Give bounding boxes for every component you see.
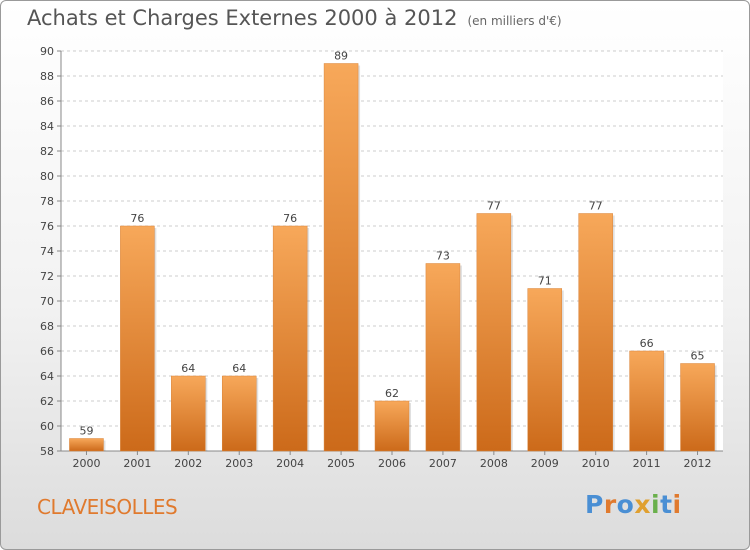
y-tick-label: 90 <box>40 45 54 58</box>
logo-letter: o <box>616 490 635 519</box>
logo-letter: i <box>672 490 682 519</box>
chart-title: Achats et Charges Externes 2000 à 2012 (e… <box>27 6 562 30</box>
y-tick-label: 58 <box>40 445 54 458</box>
x-tick-label: 2011 <box>633 457 661 470</box>
y-tick-label: 80 <box>40 170 54 183</box>
x-tick-label: 2001 <box>123 457 151 470</box>
y-tick-label: 62 <box>40 395 54 408</box>
bar-value-label: 77 <box>487 200 501 213</box>
bar <box>527 288 563 452</box>
y-tick-label: 88 <box>40 70 54 83</box>
chart-subtitle: (en milliers d'€) <box>467 14 562 28</box>
bar-value-label: 71 <box>538 275 552 288</box>
x-tick-label: 2009 <box>531 457 559 470</box>
x-tick-label: 2000 <box>72 457 100 470</box>
y-tick-label: 84 <box>40 120 54 133</box>
proxiti-logo: Proxiti <box>585 490 682 519</box>
logo-letter: P <box>585 490 604 519</box>
logo-letter: i <box>651 490 661 519</box>
y-tick-label: 68 <box>40 320 54 333</box>
bar-value-label: 73 <box>436 250 450 263</box>
bar <box>476 213 512 452</box>
bar-value-label: 89 <box>334 50 348 63</box>
chart-title-text: Achats et Charges Externes 2000 à 2012 <box>27 6 458 30</box>
bar <box>425 263 461 452</box>
x-tick-label: 2002 <box>174 457 202 470</box>
town-name: CLAVEISOLLES <box>37 495 178 519</box>
bar <box>120 225 155 452</box>
bar-value-label: 77 <box>589 200 603 213</box>
x-tick-label: 2003 <box>225 457 253 470</box>
x-tick-label: 2004 <box>276 457 304 470</box>
y-tick-label: 72 <box>40 270 54 283</box>
bar-value-label: 76 <box>283 212 297 225</box>
bar-value-label: 65 <box>691 350 705 363</box>
y-tick-label: 66 <box>40 345 54 358</box>
bar-value-label: 64 <box>232 362 246 375</box>
bar-value-label: 59 <box>79 425 93 438</box>
y-tick-label: 78 <box>40 195 54 208</box>
y-tick-label: 60 <box>40 420 54 433</box>
bar <box>272 225 308 452</box>
bar-value-label: 64 <box>181 362 195 375</box>
x-tick-label: 2006 <box>378 457 406 470</box>
bar <box>221 375 257 452</box>
x-tick-label: 2012 <box>684 457 712 470</box>
x-tick-label: 2008 <box>480 457 508 470</box>
y-tick-label: 64 <box>40 370 54 383</box>
y-tick-label: 86 <box>40 95 54 108</box>
logo-letter: x <box>634 490 651 519</box>
bar <box>323 63 359 452</box>
logo-letter: t <box>660 490 673 519</box>
y-tick-label: 76 <box>40 220 54 233</box>
y-tick-label: 82 <box>40 145 54 158</box>
logo-letter: r <box>603 490 617 519</box>
bar-value-label: 62 <box>385 387 399 400</box>
bar <box>680 363 715 452</box>
y-tick-label: 74 <box>40 245 54 258</box>
bar-value-label: 76 <box>130 212 144 225</box>
x-tick-label: 2007 <box>429 457 457 470</box>
bar-value-label: 66 <box>640 337 654 350</box>
x-tick-label: 2010 <box>582 457 610 470</box>
bar <box>69 438 104 452</box>
y-tick-label: 70 <box>40 295 54 308</box>
x-tick-label: 2005 <box>327 457 355 470</box>
bar <box>374 400 410 452</box>
bar <box>629 350 664 452</box>
bar <box>578 213 613 452</box>
bar <box>171 375 206 452</box>
